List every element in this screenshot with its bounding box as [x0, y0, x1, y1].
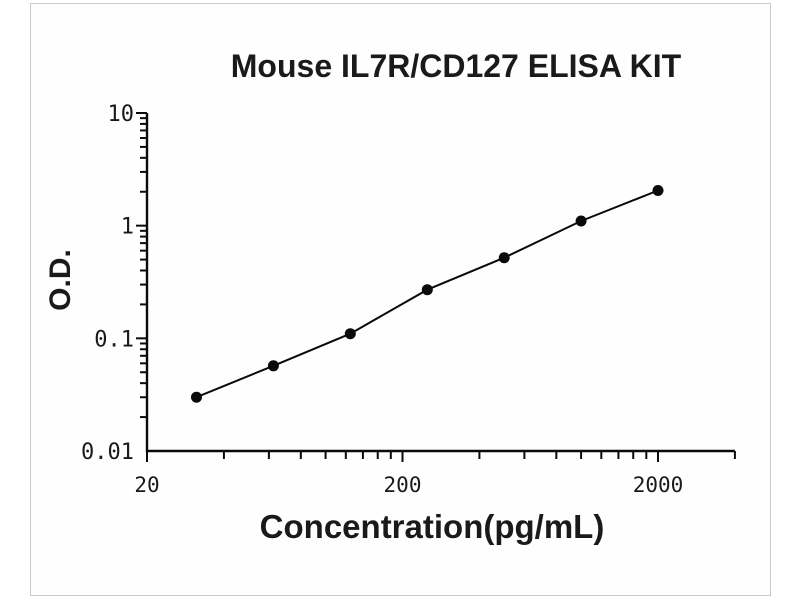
x-tick-label: 2000	[633, 473, 684, 497]
x-tick-label: 20	[134, 473, 159, 497]
y-tick-label: 10	[108, 102, 135, 127]
y-tick-label: 0.01	[81, 440, 134, 465]
chart-panel: Mouse IL7R/CD127 ELISA KIT O.D. Concentr…	[30, 3, 771, 596]
data-point	[498, 252, 510, 264]
y-tick-label: 1	[121, 215, 134, 240]
data-point	[191, 391, 202, 403]
x-tick-label: 200	[384, 473, 422, 497]
data-point	[421, 284, 433, 296]
data-point	[652, 185, 664, 196]
chart-title: Mouse IL7R/CD127 ELISA KIT	[230, 48, 682, 84]
x-axis-label: Concentration(pg/mL)	[259, 508, 605, 545]
standard-curve-plot: 20 200 2000 10 1 0.1 0.01	[81, 102, 736, 497]
data-point	[575, 215, 587, 227]
y-tick-label: 0.1	[94, 327, 134, 352]
data-point	[344, 328, 356, 340]
data-point	[267, 360, 279, 372]
